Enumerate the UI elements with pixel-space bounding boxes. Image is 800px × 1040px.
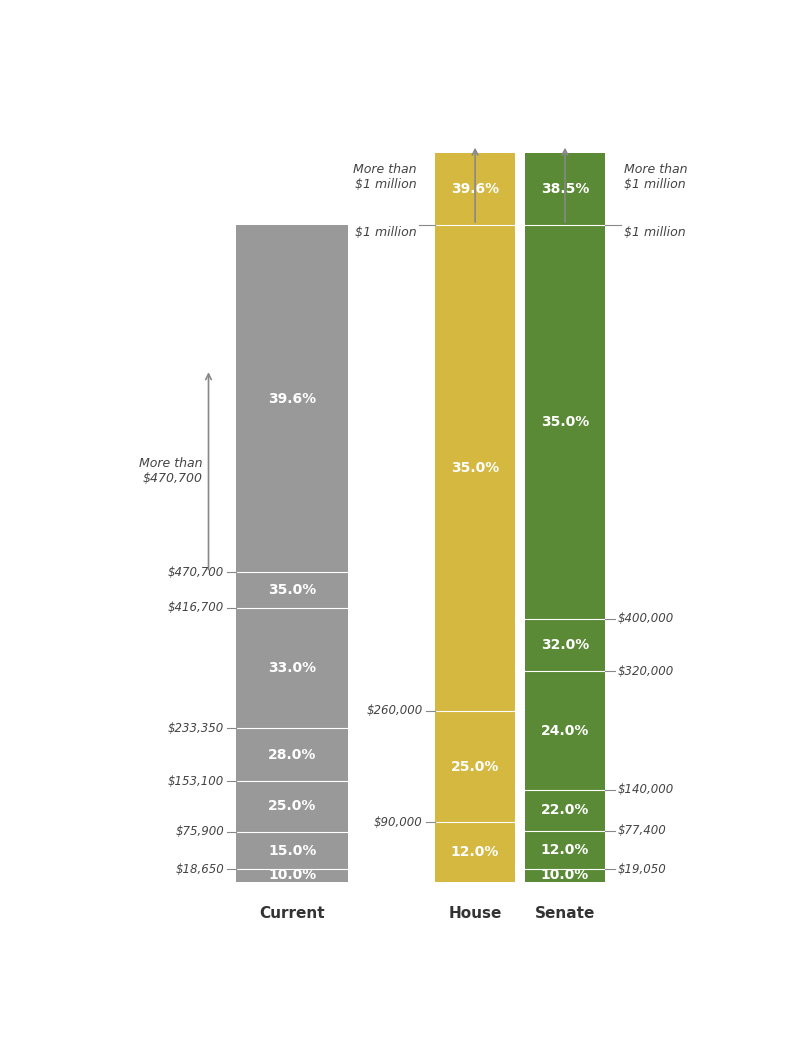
Text: 22.0%: 22.0% [541,803,589,817]
Text: $140,000: $140,000 [618,783,674,797]
Text: $77,400: $77,400 [618,825,666,837]
Bar [237,608,348,728]
Text: Current: Current [259,906,325,920]
Text: More than
$1 million: More than $1 million [353,163,416,191]
Text: $233,350: $233,350 [168,722,224,735]
Text: 38.5%: 38.5% [541,182,589,196]
Text: $90,000: $90,000 [374,816,422,829]
Text: 10.0%: 10.0% [268,868,316,882]
Text: More than
$470,700: More than $470,700 [139,457,202,485]
Bar [525,153,606,225]
Text: $1 million: $1 million [624,227,686,239]
Text: $19,050: $19,050 [618,862,666,876]
Bar [525,789,606,831]
Text: $1 million: $1 million [354,227,416,239]
Text: 35.0%: 35.0% [451,461,499,475]
Bar [237,572,348,608]
Bar [435,823,515,882]
Text: 15.0%: 15.0% [268,843,316,858]
Text: 35.0%: 35.0% [541,415,589,428]
Text: 39.6%: 39.6% [451,182,499,196]
Bar [525,225,606,619]
Text: $470,700: $470,700 [168,566,224,579]
Text: $18,650: $18,650 [175,863,224,876]
Text: 39.6%: 39.6% [268,392,316,406]
Text: Senate: Senate [535,906,595,920]
Text: 24.0%: 24.0% [541,724,589,737]
Bar [525,869,606,882]
Text: 25.0%: 25.0% [268,800,316,813]
Text: 12.0%: 12.0% [541,842,589,857]
Text: 28.0%: 28.0% [268,748,316,761]
Text: 12.0%: 12.0% [451,846,499,859]
Bar [237,869,348,882]
Bar [435,153,515,225]
Text: 33.0%: 33.0% [268,661,316,675]
Bar [237,225,348,572]
Text: $416,700: $416,700 [168,601,224,615]
Bar [237,728,348,781]
Bar [525,831,606,869]
Text: $400,000: $400,000 [618,613,674,625]
Bar [237,832,348,869]
Text: 35.0%: 35.0% [268,583,316,597]
Bar [237,781,348,832]
Text: 10.0%: 10.0% [541,868,589,882]
Text: House: House [449,906,502,920]
Text: $153,100: $153,100 [168,775,224,787]
Bar [525,619,606,672]
Text: More than
$1 million: More than $1 million [624,163,687,191]
Bar [435,225,515,710]
Text: 32.0%: 32.0% [541,639,589,652]
Text: $260,000: $260,000 [366,704,422,718]
Text: 25.0%: 25.0% [451,759,499,774]
Bar [435,710,515,823]
Bar [525,672,606,789]
Text: $75,900: $75,900 [175,825,224,838]
Text: $320,000: $320,000 [618,665,674,678]
